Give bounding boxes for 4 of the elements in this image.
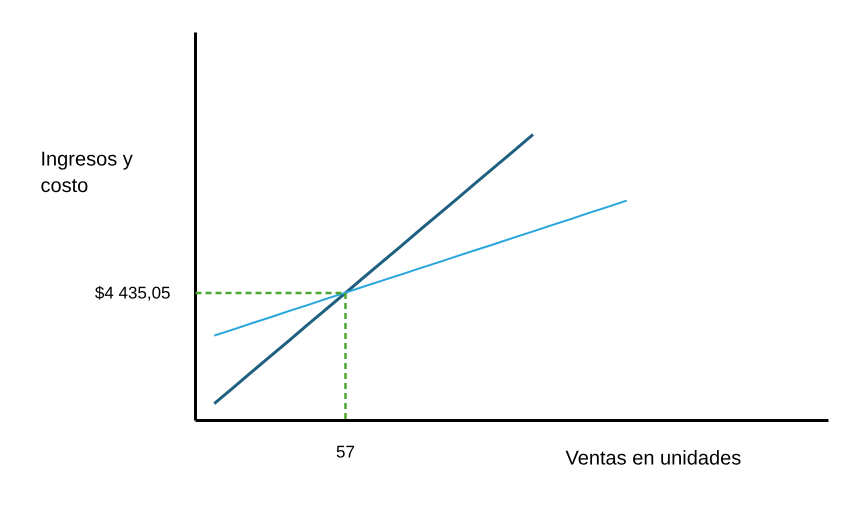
x-axis-title: Ventas en unidades [566,448,742,470]
text: 57 [336,442,355,462]
text: $4 435,05 [94,283,171,302]
y-axis-title: Ingresos y costo [40,148,133,197]
